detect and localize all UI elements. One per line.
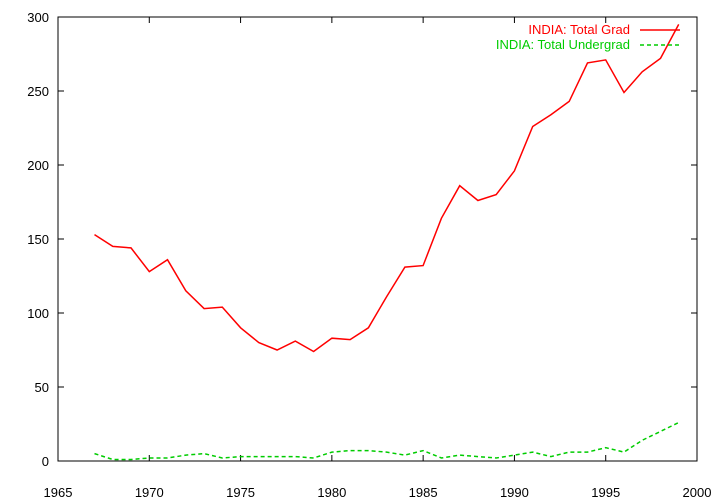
x-tick-label: 1965 bbox=[44, 485, 73, 500]
y-tick-label: 300 bbox=[27, 10, 49, 25]
x-tick-label: 1995 bbox=[591, 485, 620, 500]
plot-frame bbox=[57, 16, 698, 462]
y-tick-label: 250 bbox=[27, 84, 49, 99]
series-lines bbox=[94, 24, 680, 461]
x-tick-label: 1980 bbox=[317, 485, 346, 500]
y-tick-label: 0 bbox=[42, 454, 49, 469]
x-tick-label: 1975 bbox=[226, 485, 255, 500]
legend-label: INDIA: Total Grad bbox=[528, 22, 630, 37]
y-tick-label: 150 bbox=[27, 232, 49, 247]
x-tick-label: 1990 bbox=[500, 485, 529, 500]
y-tick-label: 200 bbox=[27, 158, 49, 173]
x-tick-label: 1970 bbox=[135, 485, 164, 500]
series-line-1 bbox=[94, 24, 680, 353]
x-tick-label: 2000 bbox=[683, 485, 712, 500]
x-tick-label: 1985 bbox=[409, 485, 438, 500]
y-tick-label: 50 bbox=[35, 380, 49, 395]
y-tick-label: 100 bbox=[27, 306, 49, 321]
series-line-2 bbox=[94, 421, 680, 461]
axis-ticks: 1965 1970 1975 1980 1985 1990 1995 2000 0 50 100 15… bbox=[27, 10, 711, 500]
legend-label: INDIA: Total Undergrad bbox=[496, 37, 630, 52]
